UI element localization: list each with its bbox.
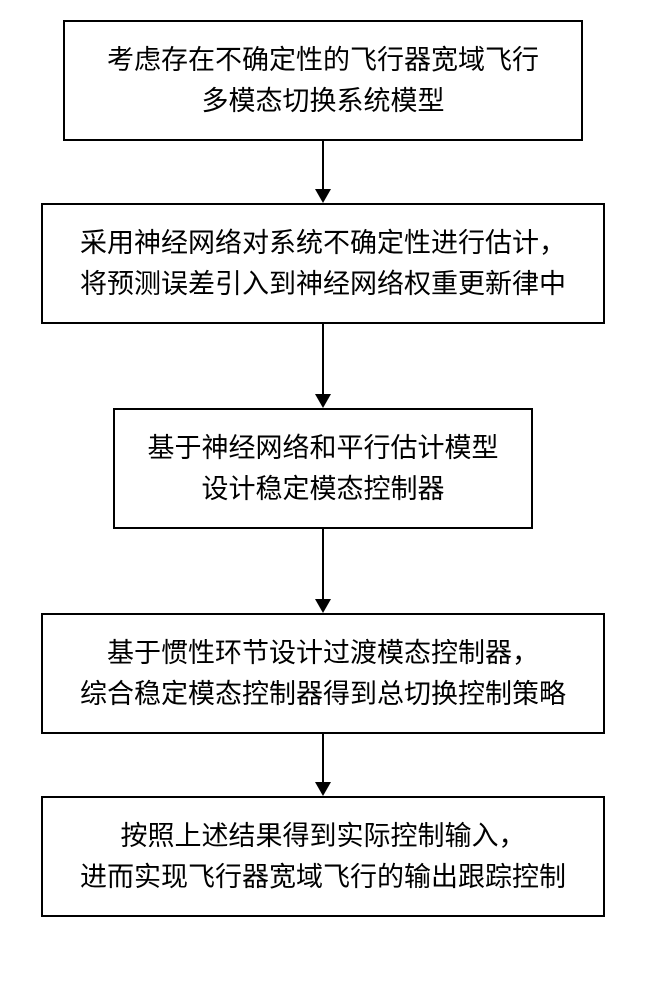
flowchart-arrow [315, 529, 331, 613]
arrow-head-icon [315, 189, 331, 203]
box-text-line: 进而实现飞行器宽域飞行的输出跟踪控制 [80, 857, 566, 898]
box-text-line: 基于神经网络和平行估计模型 [148, 428, 499, 469]
flowchart-box-1: 考虑存在不确定性的飞行器宽域飞行 多模态切换系统模型 [63, 20, 583, 141]
box-text-line: 考虑存在不确定性的飞行器宽域飞行 [107, 40, 539, 81]
flowchart-arrow [315, 324, 331, 408]
box-text-line: 设计稳定模态控制器 [202, 469, 445, 510]
flowchart-box-4: 基于惯性环节设计过渡模态控制器， 综合稳定模态控制器得到总切换控制策略 [41, 613, 605, 734]
box-text-line: 将预测误差引入到神经网络权重更新律中 [80, 264, 566, 305]
arrow-head-icon [315, 599, 331, 613]
flowchart-arrow [315, 734, 331, 796]
flowchart-box-5: 按照上述结果得到实际控制输入， 进而实现飞行器宽域飞行的输出跟踪控制 [41, 796, 605, 917]
box-text-line: 多模态切换系统模型 [202, 81, 445, 122]
arrow-head-icon [315, 394, 331, 408]
flowchart-arrow [315, 141, 331, 203]
arrow-line [322, 324, 324, 394]
box-text-line: 基于惯性环节设计过渡模态控制器， [107, 633, 539, 674]
flowchart-box-2: 采用神经网络对系统不确定性进行估计， 将预测误差引入到神经网络权重更新律中 [41, 203, 605, 324]
arrow-line [322, 529, 324, 599]
flowchart-container: 考虑存在不确定性的飞行器宽域飞行 多模态切换系统模型 采用神经网络对系统不确定性… [0, 20, 646, 917]
arrow-line [322, 734, 324, 782]
flowchart-box-3: 基于神经网络和平行估计模型 设计稳定模态控制器 [113, 408, 533, 529]
box-text-line: 采用神经网络对系统不确定性进行估计， [80, 223, 566, 264]
arrow-line [322, 141, 324, 189]
box-text-line: 按照上述结果得到实际控制输入， [121, 816, 526, 857]
arrow-head-icon [315, 782, 331, 796]
box-text-line: 综合稳定模态控制器得到总切换控制策略 [80, 674, 566, 715]
